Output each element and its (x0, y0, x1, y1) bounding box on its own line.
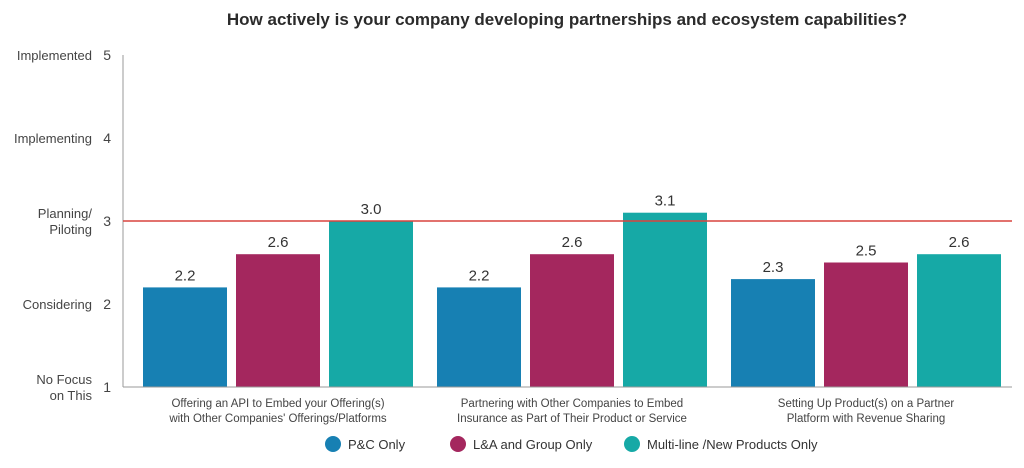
y-tick-value: 1 (103, 379, 111, 395)
y-tick-value: 5 (103, 47, 111, 63)
bar-value-label: 2.2 (469, 267, 490, 284)
bar-value-label: 2.6 (949, 234, 970, 251)
y-tick-label: Piloting (49, 222, 92, 237)
y-tick-label: on This (50, 388, 93, 403)
x-axis: Offering an API to Embed your Offering(s… (123, 386, 1012, 425)
bar-value-label: 2.2 (175, 267, 196, 284)
y-tick-value: 3 (103, 213, 111, 229)
x-category-label: Insurance as Part of Their Product or Se… (457, 413, 687, 425)
y-tick-label: Planning/ (38, 206, 93, 221)
y-tick-value: 4 (103, 130, 111, 146)
legend-label: Multi-line /New Products Only (647, 437, 818, 452)
chart-title: How actively is your company developing … (227, 10, 907, 29)
bar (236, 254, 320, 387)
bar (824, 262, 908, 387)
bar-value-label: 2.3 (763, 259, 784, 276)
legend-label: L&A and Group Only (473, 437, 593, 452)
y-axis: 5 Implemented 4 Implementing 3 Planning/Pilot… (14, 47, 124, 403)
x-category-label: Setting Up Product(s) on a Partner (778, 398, 955, 410)
legend-label: P&C Only (348, 437, 406, 452)
x-category-label: with Other Companies' Offerings/Platform… (168, 413, 387, 425)
y-tick-label: No Focus (36, 372, 92, 387)
x-category-label: Partnering with Other Companies to Embed (461, 398, 683, 410)
bar-value-label: 3.1 (655, 193, 676, 210)
bar (143, 287, 227, 387)
bar (731, 279, 815, 387)
y-tick-label: Implemented (17, 48, 92, 63)
x-category-label: Platform with Revenue Sharing (787, 413, 946, 425)
y-tick-value: 2 (103, 296, 111, 312)
legend: P&C Only L&A and Group Only Multi-line /Ne… (325, 436, 818, 452)
y-tick-label: Considering (23, 297, 92, 312)
legend-marker (325, 436, 341, 452)
bar (437, 287, 521, 387)
bar (530, 254, 614, 387)
legend-marker (450, 436, 466, 452)
bar (623, 212, 707, 387)
y-tick-label: Implementing (14, 131, 92, 146)
bar (329, 221, 413, 387)
bar-value-label: 2.6 (562, 234, 583, 251)
bar (917, 254, 1001, 387)
bar-value-label: 3.0 (361, 201, 382, 218)
x-category-label: Offering an API to Embed your Offering(s… (171, 398, 384, 410)
bar-value-label: 2.5 (856, 243, 877, 260)
bar-value-label: 2.6 (268, 234, 289, 251)
legend-marker (624, 436, 640, 452)
bars: 2.2 2.6 3.0 2.2 2.6 3.1 2.3 2.5 2.6 (123, 193, 1012, 387)
